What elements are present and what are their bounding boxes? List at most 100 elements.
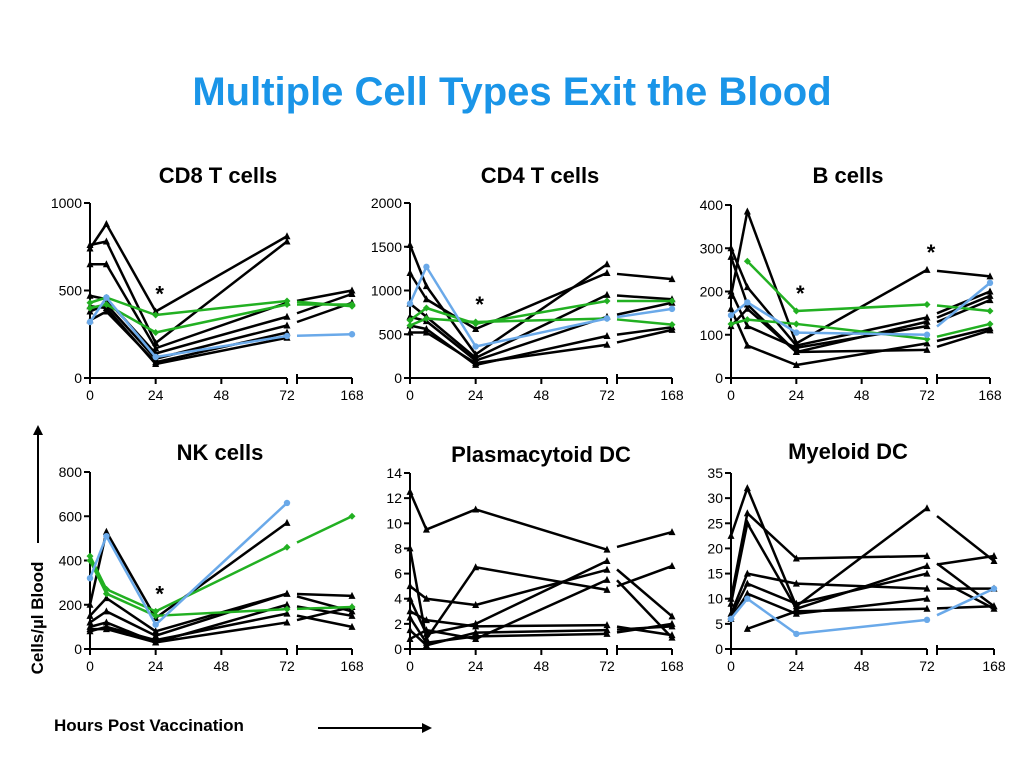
series-line-segment — [616, 568, 673, 618]
y-tick-label: 2000 — [371, 195, 402, 211]
data-point-circle — [727, 312, 735, 319]
data-point-diamond — [727, 320, 735, 328]
data-point-diamond — [152, 329, 160, 336]
data-point-triangle — [603, 585, 611, 593]
series-line-segment — [936, 577, 995, 610]
y-axis-arrow — [33, 425, 43, 543]
chart-title: CD4 T cells — [481, 163, 600, 188]
data-point-diamond — [102, 590, 110, 598]
y-tick-label: 400 — [700, 197, 724, 213]
series-line-segment — [105, 240, 157, 344]
data-point-triangle — [283, 609, 291, 617]
data-point-triangle — [102, 594, 110, 602]
data-point-diamond — [406, 322, 414, 329]
y-tick-label: 0 — [74, 641, 82, 657]
data-point-diamond — [792, 320, 800, 328]
x-tick-label: 72 — [279, 387, 295, 403]
y-tick-label: 400 — [59, 553, 83, 569]
x-tick-label: 48 — [214, 387, 230, 403]
data-point-triangle — [406, 582, 414, 590]
series-line-segment — [616, 272, 673, 281]
series-line-segment — [746, 512, 798, 560]
data-point-triangle — [283, 518, 291, 526]
data-point-triangle — [348, 611, 356, 619]
series-line-segment — [155, 607, 288, 618]
series-line-segment — [746, 592, 797, 615]
data-point-triangle — [727, 244, 735, 252]
series-line-segment — [155, 334, 288, 359]
x-axis-caption: Hours Post Vaccination — [54, 716, 244, 735]
series-line-segment — [154, 502, 288, 626]
data-point-circle — [744, 595, 751, 602]
series-line-segment — [729, 487, 749, 537]
x-tick-label: 24 — [468, 387, 484, 403]
data-point-triangle — [348, 622, 356, 630]
series-line-segment — [408, 616, 428, 644]
series-line-segment — [106, 627, 156, 644]
data-point-circle — [668, 305, 676, 313]
series-line-segment — [729, 256, 749, 305]
x-tick-label: 24 — [148, 387, 164, 403]
series-line-segment — [105, 610, 157, 637]
series-line-segment — [936, 294, 991, 319]
data-point-diamond — [668, 297, 676, 305]
chart-b-cells: B cells 0 100 200 300 400 0 24 48 72 168 * * — [700, 163, 1002, 403]
chart-title: B cells — [813, 163, 884, 188]
data-point-triangle — [86, 625, 94, 633]
series-line-segment — [89, 621, 107, 629]
data-point-triangle — [792, 579, 800, 587]
significance-asterisk: * — [475, 292, 484, 317]
data-point-triangle — [792, 599, 800, 607]
data-point-triangle — [743, 207, 751, 215]
y-tick-label: 10 — [386, 515, 402, 531]
series-line-segment — [936, 304, 991, 313]
data-point-triangle — [406, 487, 414, 495]
x-tick-label: 0 — [86, 387, 94, 403]
data-point-diamond — [472, 318, 480, 326]
data-point-triangle — [986, 326, 994, 334]
series-line-segment — [475, 559, 608, 625]
data-point-triangle — [923, 322, 931, 330]
y-tick-label: 500 — [379, 326, 403, 342]
significance-asterisk: * — [927, 240, 936, 265]
series-line-segment — [409, 629, 428, 641]
data-point-triangle — [923, 313, 931, 321]
significance-asterisk: * — [155, 581, 164, 606]
data-point-triangle — [923, 569, 931, 577]
data-point-triangle — [422, 328, 430, 336]
series-line-segment — [409, 610, 428, 622]
data-point-triangle — [923, 345, 931, 353]
series-line-segment — [105, 597, 157, 633]
data-point-triangle — [743, 589, 751, 597]
data-point-diamond — [86, 299, 94, 307]
y-tick-label: 1000 — [51, 195, 82, 211]
series-line-segment — [746, 301, 797, 334]
y-tick-label: 200 — [59, 597, 83, 613]
x-tick-label: 0 — [406, 658, 414, 674]
data-point-triangle — [986, 287, 994, 295]
data-point-triangle — [472, 359, 480, 367]
data-point-circle — [406, 300, 414, 307]
data-point-triangle — [668, 622, 676, 630]
data-point-triangle — [986, 296, 994, 304]
data-point-triangle — [406, 269, 414, 276]
y-tick-label: 0 — [715, 641, 723, 657]
x-tick-label: 48 — [214, 658, 230, 674]
data-point-diamond — [152, 311, 160, 319]
x-tick-label: 72 — [599, 387, 615, 403]
data-point-triangle — [406, 241, 414, 248]
y-tick-label: 4 — [394, 591, 402, 607]
series-line-segment — [155, 592, 288, 637]
data-point-circle — [103, 532, 110, 540]
series-line-segment — [746, 487, 798, 607]
series-line-segment — [155, 299, 288, 317]
data-point-triangle — [406, 626, 414, 634]
series-line-segment — [475, 317, 608, 324]
x-tick-label: 168 — [978, 387, 1002, 403]
data-point-triangle — [152, 344, 160, 352]
series-line-segment — [474, 263, 608, 356]
y-tick-label: 2 — [394, 616, 402, 632]
data-point-circle — [283, 499, 291, 507]
data-point-triangle — [743, 569, 751, 577]
x-tick-label: 168 — [340, 387, 364, 403]
